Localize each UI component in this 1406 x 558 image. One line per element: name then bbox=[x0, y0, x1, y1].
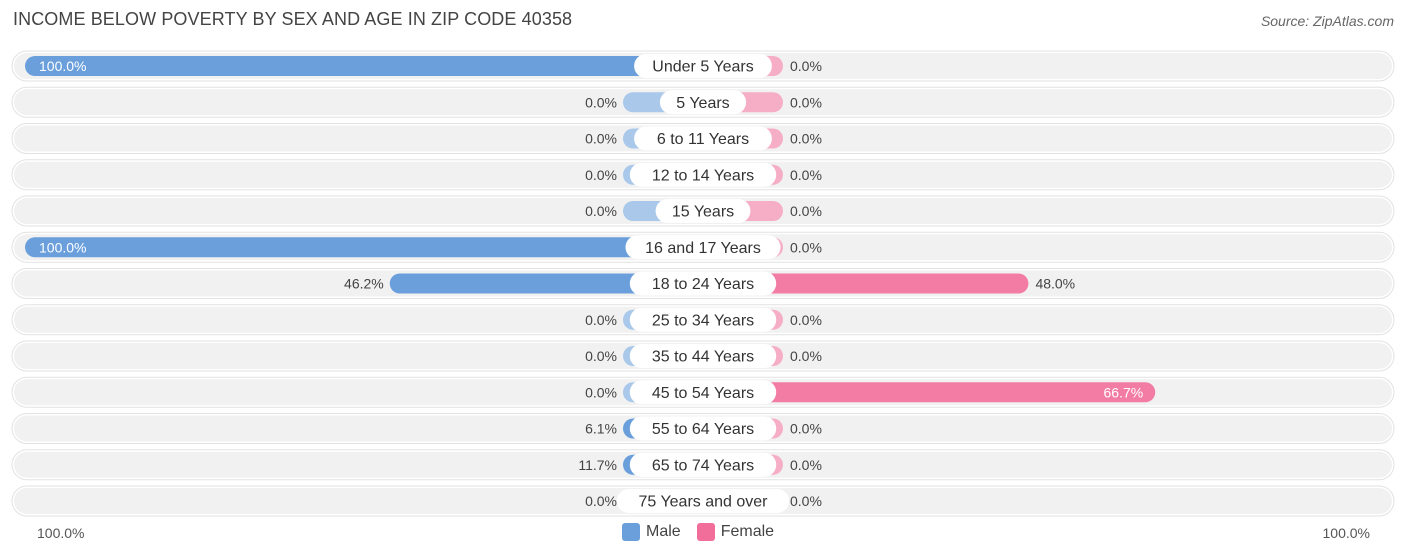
legend-label-male: Male bbox=[646, 523, 681, 540]
category-label: 25 to 34 Years bbox=[652, 312, 754, 329]
category-label-pill bbox=[625, 235, 781, 260]
value-label-male: 0.0% bbox=[585, 384, 617, 400]
value-label-male: 0.0% bbox=[585, 167, 617, 183]
value-label-female: 0.0% bbox=[790, 239, 822, 255]
axis-left-label: 100.0% bbox=[37, 525, 85, 541]
value-label-female: 0.0% bbox=[790, 312, 822, 328]
value-label-female: 66.7% bbox=[1104, 384, 1144, 400]
value-label-male: 0.0% bbox=[585, 493, 617, 509]
category-label: 15 Years bbox=[672, 204, 734, 221]
category-label-pill bbox=[629, 344, 777, 368]
category-label-pill bbox=[629, 416, 777, 441]
bar-male bbox=[25, 56, 703, 76]
chart-title: INCOME BELOW POVERTY BY SEX AND AGE IN Z… bbox=[13, 9, 573, 29]
category-label: 12 to 14 Years bbox=[652, 167, 754, 184]
category-label: Under 5 Years bbox=[652, 59, 753, 76]
value-label-female: 0.0% bbox=[790, 203, 822, 219]
value-label-male: 11.7% bbox=[578, 457, 617, 473]
category-label-pill bbox=[629, 271, 777, 296]
value-label-female: 0.0% bbox=[790, 167, 822, 183]
value-label-male: 100.0% bbox=[39, 239, 86, 255]
category-label: 65 to 74 Years bbox=[652, 457, 754, 474]
bar-female bbox=[703, 273, 1029, 294]
axis-right-label: 100.0% bbox=[1322, 525, 1370, 541]
value-label-male: 6.1% bbox=[585, 421, 617, 437]
category-label-pill bbox=[616, 489, 790, 513]
value-label-female: 0.0% bbox=[790, 457, 822, 473]
legend-label-female: Female bbox=[720, 523, 775, 540]
value-label-female: 0.0% bbox=[790, 421, 822, 437]
category-label: 18 to 24 Years bbox=[652, 276, 754, 293]
value-label-female: 0.0% bbox=[790, 493, 822, 509]
value-label-female: 0.0% bbox=[790, 131, 822, 147]
category-label: 75 Years and over bbox=[639, 494, 769, 511]
bar-female bbox=[703, 382, 1156, 403]
category-label: 5 Years bbox=[676, 95, 729, 112]
source-label: Source: ZipAtlas.com bbox=[1260, 13, 1394, 29]
value-label-male: 0.0% bbox=[585, 203, 617, 219]
category-label: 16 and 17 Years bbox=[645, 240, 761, 257]
value-label-male: 0.0% bbox=[585, 312, 617, 328]
category-label-pill bbox=[629, 162, 777, 187]
legend: Male Female bbox=[622, 523, 790, 541]
category-label-pill bbox=[629, 380, 777, 405]
bar-male bbox=[389, 273, 703, 294]
value-label-male: 0.0% bbox=[585, 131, 617, 147]
legend-swatch-female bbox=[696, 523, 715, 541]
category-label-pill bbox=[655, 199, 751, 223]
category-label-pill bbox=[659, 90, 747, 115]
value-label-female: 0.0% bbox=[790, 94, 822, 110]
category-label-pill bbox=[634, 54, 772, 78]
legend-item-male: Male bbox=[622, 523, 681, 541]
category-label-pill bbox=[634, 126, 772, 151]
value-label-female: 48.0% bbox=[1035, 276, 1075, 292]
bar-male bbox=[25, 237, 703, 258]
category-label: 35 to 44 Years bbox=[652, 349, 754, 366]
category-label: 55 to 64 Years bbox=[652, 421, 754, 438]
value-label-male: 100.0% bbox=[39, 58, 86, 74]
value-label-male: 0.0% bbox=[585, 94, 617, 110]
value-label-female: 0.0% bbox=[790, 348, 822, 364]
category-label-pill bbox=[629, 307, 777, 332]
legend-swatch-male bbox=[622, 523, 640, 541]
category-label: 45 to 54 Years bbox=[652, 385, 754, 402]
category-label-pill bbox=[629, 452, 777, 477]
value-label-male: 46.2% bbox=[344, 276, 384, 292]
legend-item-female: Female bbox=[696, 523, 775, 541]
value-label-female: 0.0% bbox=[790, 58, 822, 74]
value-label-male: 0.0% bbox=[585, 348, 617, 364]
category-label: 6 to 11 Years bbox=[657, 131, 749, 148]
